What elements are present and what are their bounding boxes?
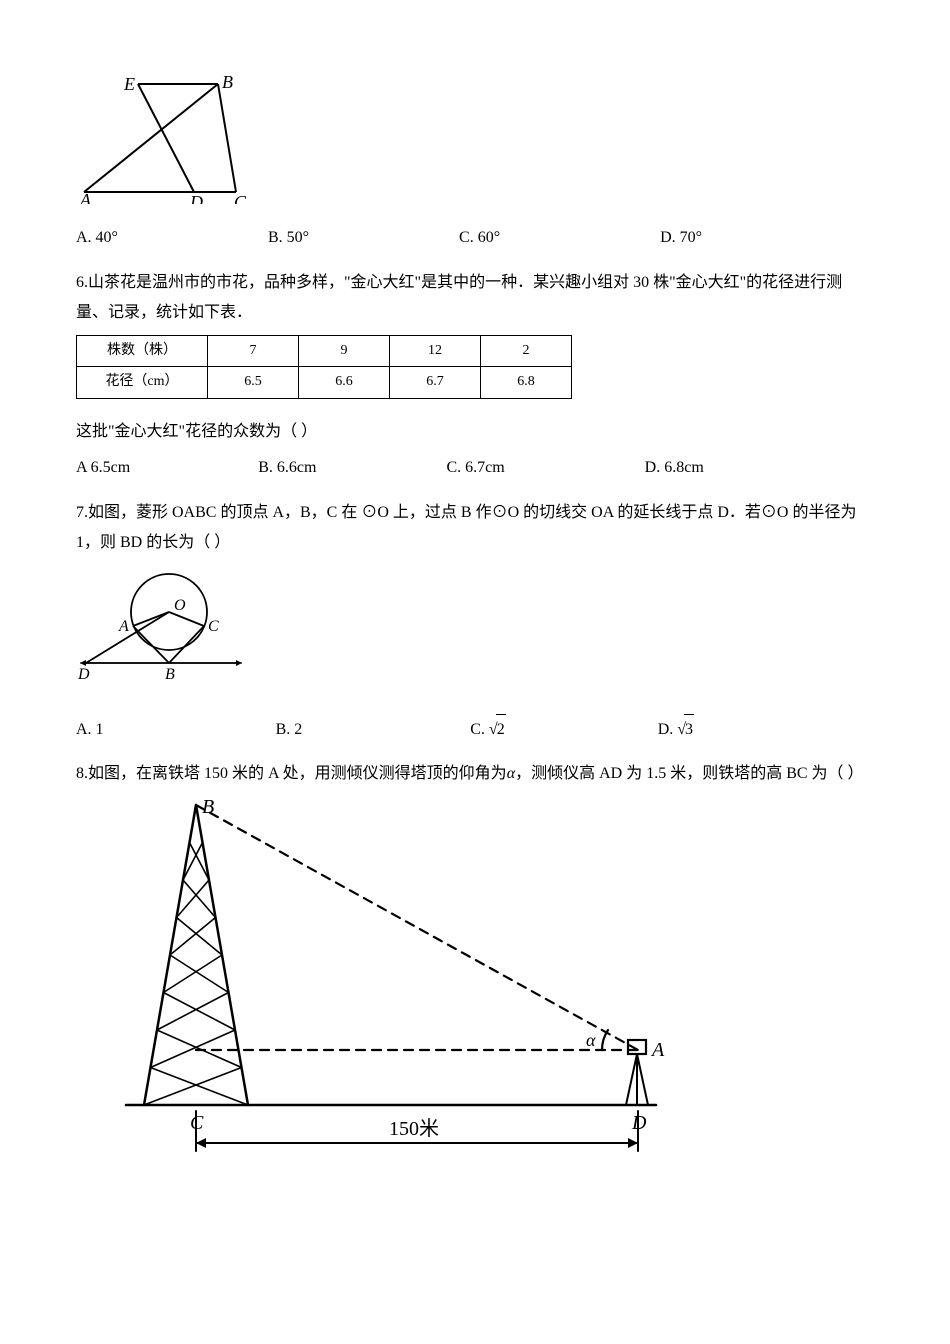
svg-text:A: A [79, 190, 92, 204]
q6-val-3: 6.8 [481, 367, 572, 399]
q5-opt-b: B. 50° [268, 223, 309, 253]
q6-count-2: 12 [390, 335, 481, 367]
svg-text:B: B [165, 666, 175, 683]
q6-count-0: 7 [208, 335, 299, 367]
svg-text:150米: 150米 [389, 1117, 439, 1140]
svg-text:D: D [631, 1112, 647, 1134]
svg-text:B: B [222, 74, 233, 92]
q7-opt-d: D. √3 [658, 714, 694, 745]
svg-text:A: A [650, 1039, 665, 1061]
svg-text:D: D [189, 192, 203, 204]
q6-val-0: 6.5 [208, 367, 299, 399]
q8-text: 8.如图，在离铁塔 150 米的 A 处，用测倾仪测得塔顶的仰角为α，测倾仪高 … [76, 759, 874, 789]
q5-opt-a: A. 40° [76, 223, 118, 253]
q6-table: 株数（株） 7 9 12 2 花径（cm） 6.5 6.6 6.7 6.8 [76, 335, 572, 399]
q6-options: A 6.5cm B. 6.6cm C. 6.7cm D. 6.8cm [76, 453, 874, 483]
q7-text: 7.如图，菱形 OABC 的顶点 A，B，C 在 ⊙O 上，过点 B 作⊙O 的… [76, 498, 874, 559]
svg-text:α: α [586, 1030, 596, 1050]
q8-alpha: α [507, 765, 515, 782]
q7-options: A. 1 B. 2 C. √2 D. √3 [76, 714, 874, 745]
q8-figure: B C D Aα 150米 [106, 795, 874, 1186]
svg-text:A: A [118, 618, 129, 635]
svg-text:B: B [202, 796, 214, 818]
svg-text:C: C [190, 1112, 204, 1134]
q5-opt-d: D. 70° [660, 223, 702, 253]
q7-opt-d-val: 3 [684, 714, 694, 745]
q7-figure: O A C B D [76, 564, 874, 705]
svg-text:E: E [123, 74, 135, 94]
svg-text:O: O [174, 597, 186, 614]
q6-subtext: 这批"金心大红"花径的众数为（ ） [76, 417, 874, 447]
svg-text:C: C [208, 618, 219, 635]
q7-opt-b: B. 2 [276, 715, 303, 745]
q6-opt-a: A 6.5cm [76, 453, 130, 483]
q6-val-2: 6.7 [390, 367, 481, 399]
q6-opt-c: C. 6.7cm [446, 453, 504, 483]
q7-opt-a: A. 1 [76, 715, 104, 745]
q7-svg: O A C B D [76, 564, 246, 694]
q8-text-post: ，测倾仪高 AD 为 1.5 米，则铁塔的高 BC 为（ ） [515, 765, 863, 782]
q7-opt-c-val: 2 [496, 714, 506, 745]
q8-svg: B C D Aα 150米 [106, 795, 666, 1175]
q5-svg: A D C E B [76, 74, 246, 204]
q5-options: A. 40° B. 50° C. 60° D. 70° [76, 223, 874, 253]
q7-opt-c: C. √2 [470, 714, 505, 745]
q6-val-1: 6.6 [299, 367, 390, 399]
svg-text:C: C [234, 192, 246, 204]
q6-opt-b: B. 6.6cm [258, 453, 316, 483]
q6-opt-d: D. 6.8cm [645, 453, 704, 483]
q8-text-pre: 8.如图，在离铁塔 150 米的 A 处，用测倾仪测得塔顶的仰角为 [76, 765, 507, 782]
q7-opt-c-prefix: C. [470, 721, 489, 738]
q5-opt-c: C. 60° [459, 223, 500, 253]
q6-text: 6.山茶花是温州市的市花，品种多样，"金心大红"是其中的一种．某兴趣小组对 30… [76, 268, 874, 329]
q6-count-1: 9 [299, 335, 390, 367]
q6-th-count: 株数（株） [77, 335, 208, 367]
q7-opt-d-prefix: D. [658, 721, 678, 738]
q5-figure: A D C E B [76, 74, 874, 215]
q6-count-3: 2 [481, 335, 572, 367]
svg-text:D: D [77, 666, 90, 683]
q6-th-value: 花径（cm） [77, 367, 208, 399]
